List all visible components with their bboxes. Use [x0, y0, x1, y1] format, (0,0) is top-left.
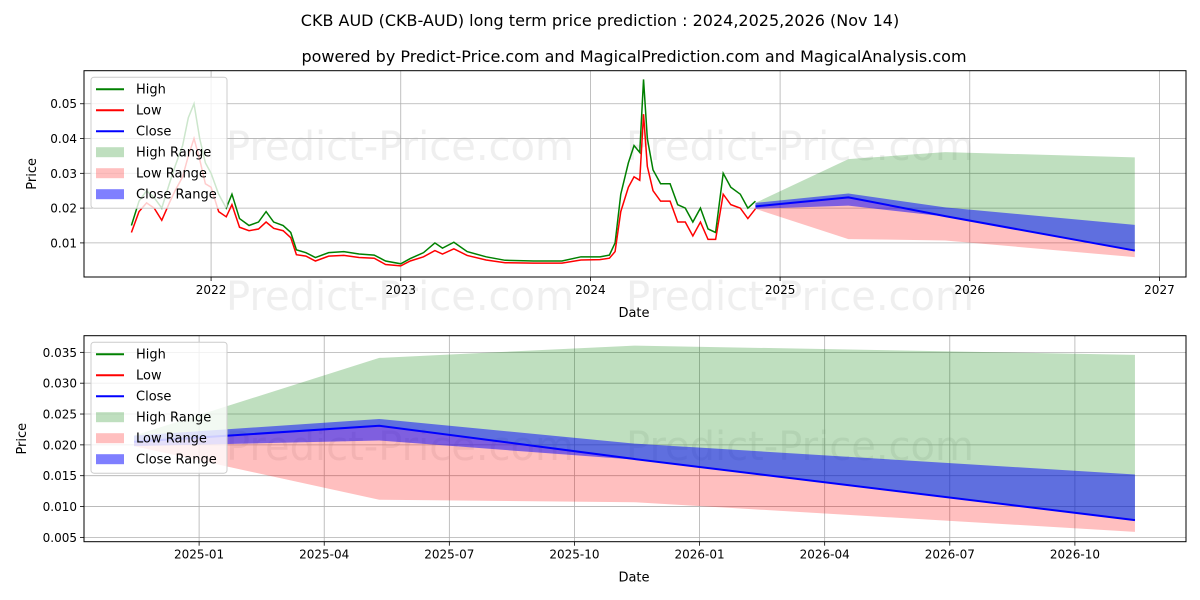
close-range-area: [134, 418, 1135, 521]
legend-swatch-low_range: [96, 168, 124, 179]
x-tick-label: 2025-04: [299, 548, 349, 562]
x-tick-label: 2023: [385, 283, 416, 297]
y-tick-label: 0.04: [50, 132, 77, 146]
x-tick-label: 2022: [196, 283, 227, 297]
legend-label: Close Range: [136, 188, 217, 203]
legend-label: Close Range: [136, 453, 217, 468]
legend-swatch-close_range: [96, 189, 124, 200]
legend-swatch-low_range: [96, 433, 124, 444]
legend: High Low Close High Range Low Range Close Ran…: [90, 341, 228, 474]
x-tick-label: 2025-10: [549, 548, 599, 562]
low-range-area: [755, 197, 1135, 258]
legend-label: Low: [136, 104, 162, 119]
watermark: Predict-Price.com: [226, 274, 574, 320]
legend-box: [90, 76, 228, 209]
y-axis-label: Price: [15, 423, 30, 455]
legend-swatch-high_range: [96, 412, 124, 423]
close-line: [755, 196, 1135, 252]
x-tick-label: 2025: [765, 283, 796, 297]
x-tick-label: 2026: [954, 283, 985, 297]
x-axis-label: Date: [618, 306, 649, 321]
legend-swatch-close_range: [96, 454, 124, 465]
legend-label: Low Range: [136, 432, 207, 447]
y-tick-label: 0.05: [50, 97, 77, 111]
y-tick-label: 0.03: [50, 167, 77, 181]
x-tick-label: 2024: [575, 283, 606, 297]
close-line: [133, 424, 1136, 522]
y-tick-label: 0.005: [43, 531, 77, 545]
chart-panel-2: Predict-Price.com Predict-Price.com2025-0…: [15, 335, 1187, 586]
y-axis-label: Price: [25, 158, 40, 190]
legend-label: High Range: [136, 411, 211, 426]
legend-box: [90, 341, 228, 474]
legend-label: High: [136, 83, 166, 98]
y-tick-label: 0.01: [50, 236, 77, 250]
watermark: Predict-Price.com: [626, 124, 974, 170]
legend-swatch-high_range: [96, 147, 124, 158]
chart-title: CKB AUD (CKB-AUD) long term price predic…: [301, 11, 899, 30]
x-tick-label: 2027: [1144, 283, 1175, 297]
x-tick-label: 2025-07: [424, 548, 474, 562]
legend: High Low Close High Range Low Range Close Ran…: [90, 76, 228, 209]
x-tick-label: 2026-01: [674, 548, 724, 562]
watermark: Predict-Price.com: [226, 124, 574, 170]
low-range-area: [134, 425, 1135, 532]
x-tick-label: 2025-01: [174, 548, 224, 562]
close-range-area: [755, 193, 1135, 251]
legend-label: Low Range: [136, 167, 207, 182]
x-tick-label: 2026-07: [925, 548, 975, 562]
y-tick-label: 0.035: [43, 346, 77, 360]
legend-label: High: [136, 348, 166, 363]
legend-label: Close: [136, 390, 171, 405]
y-tick-label: 0.02: [50, 202, 77, 216]
axes-frame: [83, 335, 1187, 543]
chart-subtitle: powered by Predict-Price.com and Magical…: [301, 47, 966, 66]
y-tick-label: 0.025: [43, 408, 77, 422]
legend-label: High Range: [136, 146, 211, 161]
watermark: Predict-Price.com: [626, 274, 974, 320]
y-tick-label: 0.030: [43, 377, 77, 391]
y-tick-label: 0.020: [43, 438, 77, 452]
x-tick-label: 2026-10: [1050, 548, 1100, 562]
y-tick-label: 0.015: [43, 469, 77, 483]
legend-label: Close: [136, 125, 171, 140]
x-tick-label: 2026-04: [800, 548, 850, 562]
y-tick-label: 0.010: [43, 500, 77, 514]
legend-label: Low: [136, 369, 162, 384]
x-axis-label: Date: [618, 571, 649, 586]
chart-panel-1: Predict-Price.com Predict-Price.com Predic…: [25, 70, 1187, 321]
axes-frame: [83, 70, 1187, 278]
